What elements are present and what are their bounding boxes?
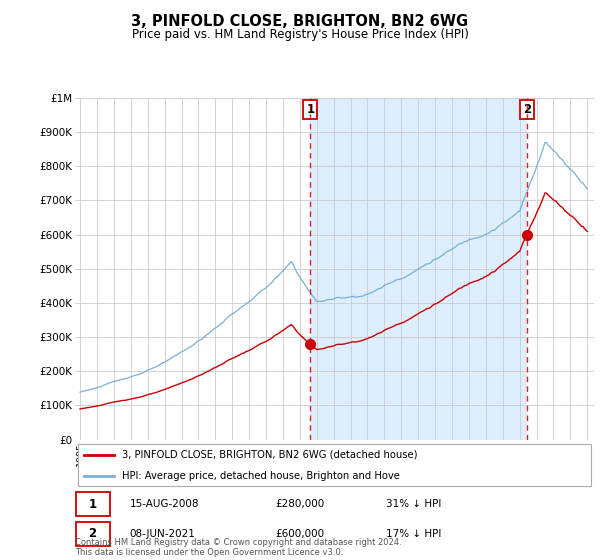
Text: £280,000: £280,000: [275, 499, 324, 509]
Text: Price paid vs. HM Land Registry's House Price Index (HPI): Price paid vs. HM Land Registry's House …: [131, 28, 469, 41]
FancyBboxPatch shape: [77, 444, 592, 487]
Text: 31% ↓ HPI: 31% ↓ HPI: [386, 499, 442, 509]
Text: 3, PINFOLD CLOSE, BRIGHTON, BN2 6WG (detached house): 3, PINFOLD CLOSE, BRIGHTON, BN2 6WG (det…: [122, 450, 417, 460]
Text: £600,000: £600,000: [275, 529, 324, 539]
Text: HPI: Average price, detached house, Brighton and Hove: HPI: Average price, detached house, Brig…: [122, 471, 400, 481]
Text: 15-AUG-2008: 15-AUG-2008: [130, 499, 199, 509]
FancyBboxPatch shape: [76, 521, 110, 546]
Text: 3, PINFOLD CLOSE, BRIGHTON, BN2 6WG: 3, PINFOLD CLOSE, BRIGHTON, BN2 6WG: [131, 14, 469, 29]
Text: 2: 2: [523, 103, 531, 116]
Text: 17% ↓ HPI: 17% ↓ HPI: [386, 529, 442, 539]
Text: Contains HM Land Registry data © Crown copyright and database right 2024.
This d: Contains HM Land Registry data © Crown c…: [75, 538, 401, 557]
Text: 1: 1: [89, 498, 97, 511]
Text: 2: 2: [89, 528, 97, 540]
Bar: [310, 98, 527, 440]
Text: 1: 1: [306, 103, 314, 116]
FancyBboxPatch shape: [76, 492, 110, 516]
Text: 08-JUN-2021: 08-JUN-2021: [130, 529, 196, 539]
